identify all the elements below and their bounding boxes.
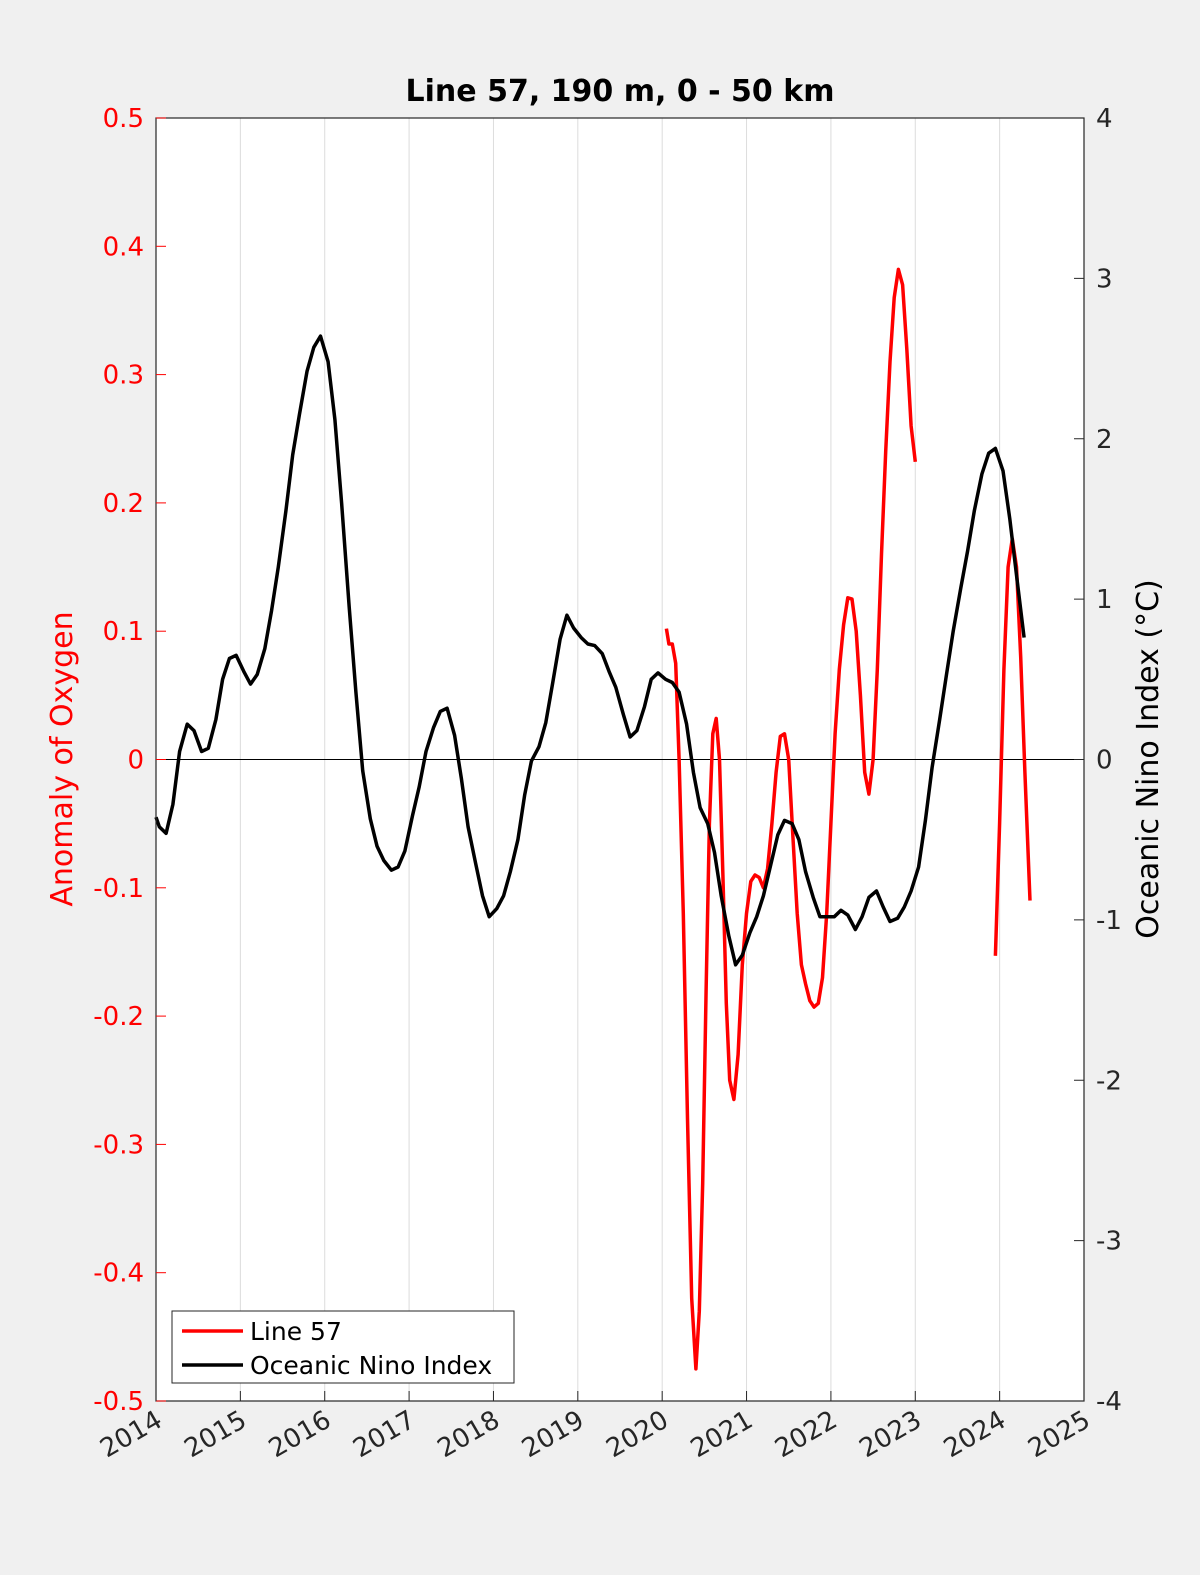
legend-label-line57: Line 57 <box>250 1317 342 1346</box>
y-right-tick-label: 2 <box>1096 425 1113 455</box>
legend-label-oni: Oceanic Nino Index <box>250 1351 492 1380</box>
y-left-tick-label: 0.3 <box>103 361 144 391</box>
series-layer <box>154 267 1032 1371</box>
y-left-tick-label: -0.4 <box>93 1259 144 1289</box>
y-axis-label-right: Oceanic Nino Index (°C) <box>1131 579 1166 939</box>
y-left-tick-label: -0.1 <box>93 874 144 904</box>
y-right-tick-label: 3 <box>1096 264 1113 294</box>
y-left-tick-label: -0.2 <box>93 1002 144 1032</box>
y-right-tick-label: 0 <box>1096 746 1113 776</box>
y-left-tick-label: -0.5 <box>93 1387 144 1417</box>
y-right-tick-label: 1 <box>1096 585 1113 615</box>
series-oni-line-0 <box>154 334 1026 967</box>
y-left-tick-label: 0 <box>127 746 144 776</box>
legend: Line 57 Oceanic Nino Index <box>171 1310 515 1384</box>
y-right-tick-label: -3 <box>1096 1227 1122 1257</box>
right-axis: 4 3 2 1 0 -1 -2 -3 -4 <box>1074 104 1122 1417</box>
y-right-tick-label: 4 <box>1096 104 1113 134</box>
y-right-tick-label: -2 <box>1096 1066 1122 1096</box>
y-left-tick-label: -0.3 <box>93 1130 144 1160</box>
series-line57-line-0 <box>664 267 918 1371</box>
y-left-tick-label: 0.1 <box>103 617 144 647</box>
y-left-tick-label: 0.4 <box>103 232 144 262</box>
y-left-tick-label: 0.5 <box>103 104 144 134</box>
chart-title: Line 57, 190 m, 0 - 50 km <box>406 74 835 109</box>
y-left-tick-label: 0.2 <box>103 489 144 519</box>
y-right-tick-label: -4 <box>1096 1387 1122 1417</box>
y-axis-label-left: Anomaly of Oxygen <box>45 611 80 906</box>
legend-box <box>171 1310 515 1384</box>
y-right-tick-label: -1 <box>1096 906 1122 936</box>
left-axis: 0.5 0.4 0.3 0.2 0.1 0 -0.1 -0.2 -0.3 -0.4 -0.5 <box>93 104 166 1417</box>
